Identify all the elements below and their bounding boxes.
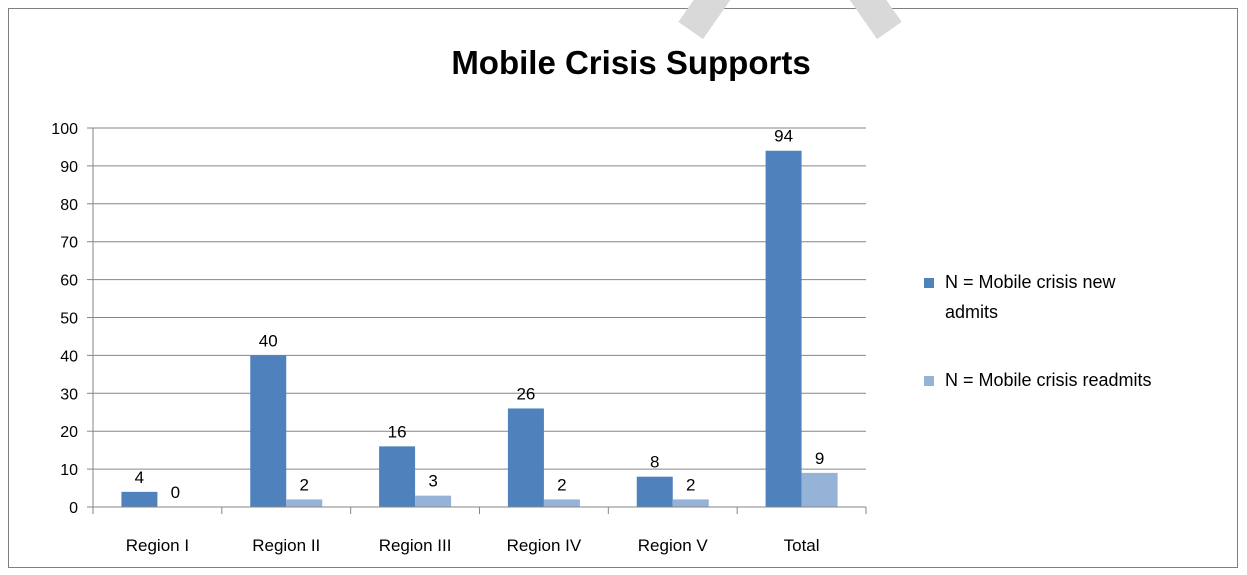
bar-new-admits bbox=[121, 491, 158, 507]
x-tick-label: Region I bbox=[126, 536, 189, 555]
bar-new-admits bbox=[765, 150, 802, 508]
bar-readmits bbox=[286, 499, 323, 507]
y-tick-label: 50 bbox=[60, 311, 78, 328]
data-label: 8 bbox=[650, 453, 659, 472]
y-tick-label: 100 bbox=[51, 121, 78, 138]
y-tick-label: 10 bbox=[60, 462, 78, 479]
gridlines bbox=[93, 127, 866, 508]
x-tick-label: Region III bbox=[379, 536, 452, 555]
data-label: 26 bbox=[516, 384, 535, 403]
bar-new-admits bbox=[379, 446, 416, 507]
x-tick-label: Region V bbox=[638, 536, 709, 555]
bar-new-admits bbox=[250, 355, 287, 507]
y-tick-label: 70 bbox=[60, 235, 78, 252]
bar-new-admits bbox=[507, 408, 544, 507]
y-tick-label: 80 bbox=[60, 197, 78, 214]
x-tick-label: Total bbox=[784, 536, 820, 555]
data-label: 2 bbox=[300, 475, 309, 494]
data-label: 94 bbox=[774, 127, 793, 146]
data-label: 4 bbox=[135, 468, 144, 487]
bar-new-admits bbox=[636, 476, 673, 507]
data-label: 40 bbox=[259, 331, 278, 350]
bar-readmits bbox=[672, 499, 709, 507]
data-label: 0 bbox=[171, 483, 180, 502]
chart-frame bbox=[8, 8, 1238, 568]
x-tick-label: Region IV bbox=[507, 536, 582, 555]
y-tick-label: 20 bbox=[60, 424, 78, 441]
data-label: 2 bbox=[686, 475, 695, 494]
data-label: 3 bbox=[428, 472, 437, 491]
legend: N = Mobile crisis new admits N = Mobile cr… bbox=[924, 272, 1152, 390]
chart-title: Mobile Crisis Supports bbox=[451, 44, 810, 81]
x-tick-label: Region II bbox=[252, 536, 320, 555]
y-tick-label: 60 bbox=[60, 273, 78, 290]
legend-swatch bbox=[924, 376, 934, 386]
y-axis: 0 10 20 30 40 50 60 70 80 90 100 bbox=[51, 121, 94, 517]
data-label: 16 bbox=[388, 422, 407, 441]
data-label: 2 bbox=[557, 475, 566, 494]
bar-readmits bbox=[415, 495, 452, 507]
legend-label: N = Mobile crisis new admits bbox=[945, 272, 1117, 322]
legend-swatch bbox=[924, 278, 934, 288]
bar-readmits bbox=[801, 472, 838, 507]
bar-readmits bbox=[543, 499, 580, 507]
data-label: 9 bbox=[815, 449, 824, 468]
y-tick-label: 30 bbox=[60, 386, 78, 403]
legend-label: N = Mobile crisis readmits bbox=[945, 370, 1152, 390]
y-tick-label: 90 bbox=[60, 159, 78, 176]
y-tick-label: 40 bbox=[60, 348, 78, 365]
x-axis: Region I Region II Region III Region IV Regi… bbox=[92, 506, 867, 555]
y-tick-label: 0 bbox=[69, 500, 78, 517]
